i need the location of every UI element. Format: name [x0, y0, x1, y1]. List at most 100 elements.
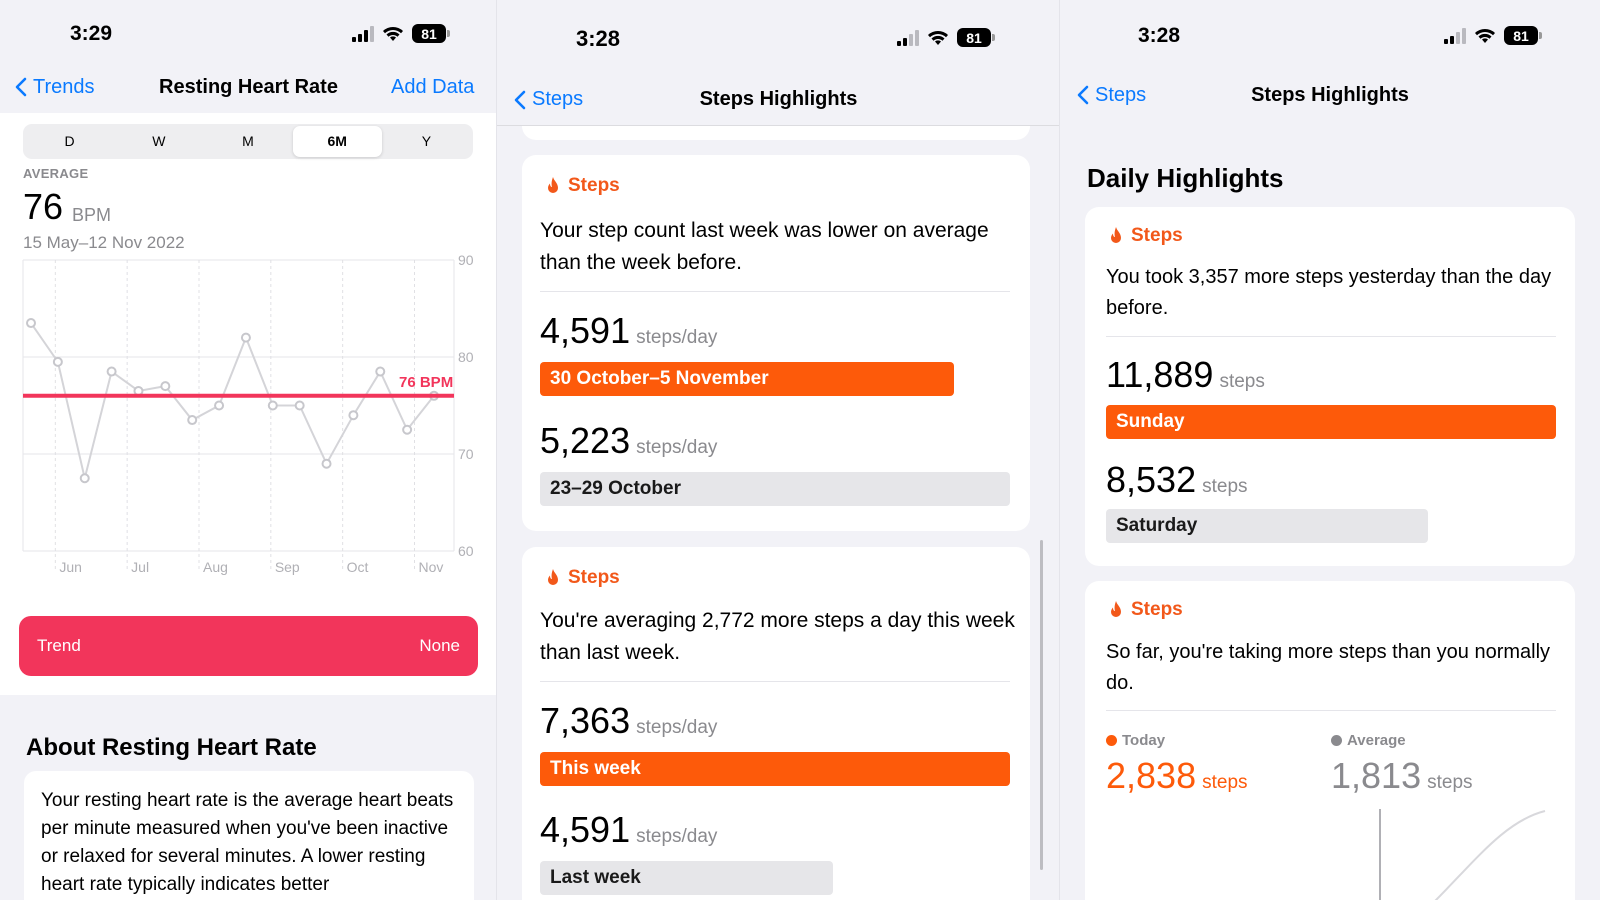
y-tick-label: 70: [458, 446, 474, 462]
data-point: [267, 400, 278, 411]
section-title: Daily Highlights: [1087, 163, 1284, 193]
segment-y[interactable]: Y: [421, 133, 432, 149]
back-button[interactable]: Steps: [1076, 84, 1146, 107]
about-body: Your resting heart rate is the average h…: [41, 790, 454, 895]
segment-6m[interactable]: 6M: [292, 126, 382, 157]
card-text: Your step count last week was lower on a…: [540, 219, 989, 274]
flame-icon: [548, 569, 558, 585]
today-value: 2,838 steps: [1106, 755, 1248, 796]
cellular-signal-icon: [1444, 27, 1466, 44]
card-separator: [540, 681, 1010, 682]
average-value: 76: [23, 186, 64, 227]
card-separator: [1106, 336, 1556, 337]
about-title: About Resting Heart Rate: [26, 734, 317, 761]
y-tick-label: 60: [458, 543, 474, 559]
stat-value: 4,591 steps/day: [540, 310, 718, 351]
card-header: Steps: [546, 567, 620, 589]
heart-rate-chart[interactable]: 90 80 70 60 Jun Jul Aug Sep Oct Nov 76 BPM: [0, 255, 497, 585]
status-time: 3:29: [70, 22, 113, 45]
card-header: Steps: [1109, 599, 1183, 621]
back-button[interactable]: Steps: [513, 88, 583, 111]
data-point: [160, 381, 171, 392]
average-value: 1,813 steps: [1331, 755, 1473, 796]
wifi-icon: [928, 30, 948, 45]
stat-bar: Saturday: [1106, 509, 1428, 543]
data-point: [240, 332, 251, 343]
stat-value: 5,223 steps/day: [540, 420, 718, 461]
segment-w[interactable]: W: [152, 133, 166, 149]
average-label: AVERAGE: [23, 166, 89, 181]
cellular-signal-icon: [897, 29, 919, 46]
trend-label: Trend: [37, 636, 81, 655]
data-point: [294, 400, 305, 411]
card-text: You're averaging 2,772 more steps a day …: [540, 609, 1015, 664]
scrollbar[interactable]: [1040, 540, 1043, 870]
highlight-card[interactable]: Steps You're averaging 2,772 more steps …: [522, 547, 1030, 900]
series-line: [30, 322, 435, 479]
trend-value: None: [419, 636, 460, 655]
x-tick-label: Aug: [203, 559, 228, 575]
highlight-card[interactable]: Steps So far, you're taking more steps t…: [1085, 581, 1575, 900]
battery-icon: 81: [412, 24, 450, 43]
card-separator: [1106, 710, 1556, 711]
highlight-card[interactable]: Steps Your step count last week was lowe…: [522, 155, 1030, 531]
y-tick-label: 80: [458, 349, 474, 365]
average-line-label: 76 BPM: [399, 374, 453, 391]
trend-row[interactable]: Trend None: [19, 616, 478, 676]
card-separator: [540, 291, 1010, 292]
data-point: [375, 366, 386, 377]
segment-m[interactable]: M: [242, 133, 254, 149]
previous-card-edge: [522, 126, 1030, 140]
wifi-icon: [383, 26, 403, 41]
nav-bar: Resting Heart Rate Trends Add Data: [0, 62, 497, 112]
nav-bar: Steps Highlights Steps: [497, 74, 1060, 126]
status-bar: 3:28 81: [1060, 12, 1600, 62]
x-tick-label: Jun: [59, 559, 82, 575]
back-label: Steps: [532, 88, 584, 110]
status-bar: 3:29 81: [0, 10, 497, 60]
stat-value: 4,591 steps/day: [540, 809, 718, 850]
data-point: [402, 424, 413, 435]
stat-bar: Sunday: [1106, 405, 1556, 439]
data-point: [133, 385, 144, 396]
nav-bar: Steps Highlights Steps: [1060, 70, 1600, 120]
average-dot-icon: [1331, 735, 1342, 746]
about-card: Your resting heart rate is the average h…: [24, 771, 474, 900]
average-unit: BPM: [72, 205, 112, 225]
add-data-button[interactable]: Add Data: [391, 75, 475, 98]
segment-d[interactable]: D: [64, 133, 75, 149]
chevron-left-icon: [1077, 85, 1089, 105]
battery-icon: 81: [957, 28, 995, 47]
flame-icon: [548, 177, 558, 193]
data-point: [348, 410, 359, 421]
card-header: Steps: [546, 175, 620, 197]
time-range-segmented-control[interactable]: D W M 6M Y: [23, 124, 473, 159]
flame-icon: [1111, 227, 1121, 243]
card-text: So far, you're taking more steps than yo…: [1106, 641, 1551, 694]
stat-value: 7,363 steps/day: [540, 700, 718, 741]
wifi-icon: [1475, 28, 1495, 43]
page-title: Resting Heart Rate: [159, 75, 338, 98]
resting-heart-rate-screen: 3:29 81 Resting Heart Rate Trends Add Da…: [0, 0, 497, 900]
steps-highlights-screen-daily: 3:28 81 Steps Highlights Steps Daily Hig…: [1060, 0, 1600, 900]
highlight-card[interactable]: Steps You took 3,357 more steps yesterda…: [1085, 207, 1575, 566]
status-time: 3:28: [576, 26, 621, 51]
stat-bar: This week: [540, 752, 1010, 786]
today-dot-icon: [1106, 735, 1117, 746]
today-vs-average-chart: [1379, 809, 1546, 900]
steps-highlights-screen-weekly: 3:28 81 Steps Highlights Steps Steps You…: [497, 0, 1060, 900]
back-button[interactable]: Trends: [14, 76, 95, 99]
data-point: [106, 366, 117, 377]
x-tick-label: Sep: [275, 559, 300, 575]
data-point: [79, 473, 90, 484]
data-point: [52, 356, 63, 367]
status-icons: 81: [352, 24, 450, 43]
data-point: [187, 415, 198, 426]
page-title: Steps Highlights: [1251, 83, 1409, 106]
status-icons: 81: [1444, 26, 1542, 45]
battery-icon: 81: [1504, 26, 1542, 45]
flame-icon: [1111, 601, 1121, 617]
data-point: [321, 458, 332, 469]
chevron-left-icon: [15, 77, 27, 97]
stat-value: 11,889 steps: [1106, 354, 1265, 395]
